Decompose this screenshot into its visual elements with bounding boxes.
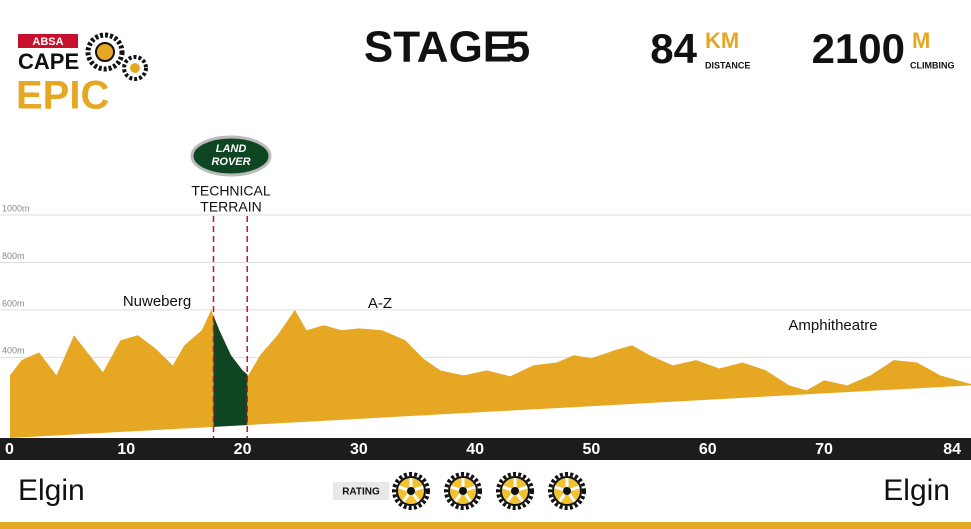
x-tick-label: 60	[699, 441, 717, 458]
sponsor-text: ROVER	[211, 156, 250, 168]
x-tick-label: 50	[583, 441, 601, 458]
y-tick-label: 400m	[2, 346, 25, 356]
rating-box	[333, 482, 389, 500]
gear-teeth	[496, 472, 534, 510]
gear-teeth	[548, 472, 586, 510]
gear-hub	[407, 487, 415, 495]
logo-gear	[85, 32, 125, 72]
y-tick-label: 800m	[2, 251, 25, 261]
x-tick-label: 84	[943, 441, 961, 458]
rating-label: RATING	[342, 487, 380, 498]
elevation-area	[10, 309, 971, 438]
climbing-label: CLIMBING	[910, 60, 955, 70]
distance-unit: KM	[705, 28, 739, 53]
stage-number: 5	[506, 23, 530, 72]
rating-gear	[548, 472, 586, 510]
logo-line2: EPIC	[16, 74, 109, 118]
gear-hub	[563, 487, 571, 495]
distance-label: DISTANCE	[705, 60, 750, 70]
plot: 400m 600m 800m 1000m Nuweberg A-Z Amphitheatre	[0, 203, 971, 438]
climbing-value: 2100	[812, 25, 905, 72]
logo-line1: CAPE	[18, 49, 79, 74]
terrain-label: TERRAIN	[200, 199, 261, 215]
rating-gear	[496, 472, 534, 510]
y-tick-label: 600m	[2, 298, 25, 308]
gear-hub	[511, 487, 519, 495]
y-tick-label: 1000m	[2, 203, 30, 213]
technical-terrain-area	[213, 315, 248, 427]
gear-teeth	[444, 472, 482, 510]
terrain-label: TECHNICAL	[191, 183, 271, 199]
gear-hub	[459, 487, 467, 495]
logo-gear	[122, 55, 148, 81]
annotation: Amphitheatre	[788, 317, 877, 334]
logo-gear	[130, 63, 140, 73]
logo: ABSA CAPE EPIC	[16, 32, 148, 118]
rating	[392, 472, 586, 510]
x-axis-band	[0, 438, 971, 460]
logo-sponsor: ABSA	[32, 36, 63, 48]
sponsor-text: LAND	[216, 143, 247, 155]
stage-title: STAGE	[364, 23, 512, 72]
annotation: A-Z	[368, 295, 392, 312]
x-tick-label: 70	[815, 441, 833, 458]
gear-teeth	[392, 472, 430, 510]
annotation: Nuweberg	[123, 293, 191, 310]
logo-gear	[95, 42, 115, 62]
x-axis: 0 10 20 30 40 50 60 70 84	[5, 441, 961, 458]
x-tick-label: 20	[234, 441, 252, 458]
x-tick-label: 10	[117, 441, 135, 458]
distance-value: 84	[650, 25, 697, 72]
climbing-unit: M	[912, 28, 930, 53]
rating-gear	[444, 472, 482, 510]
sponsor-badge	[190, 135, 272, 177]
x-tick-label: 30	[350, 441, 368, 458]
start-label: Elgin	[18, 474, 85, 507]
bottom-stripe	[0, 522, 971, 529]
x-tick-label: 40	[466, 441, 484, 458]
logo-band	[18, 34, 78, 48]
finish-label: Elgin	[883, 474, 950, 507]
rating-gear	[392, 472, 430, 510]
x-tick-label: 0	[5, 441, 14, 458]
